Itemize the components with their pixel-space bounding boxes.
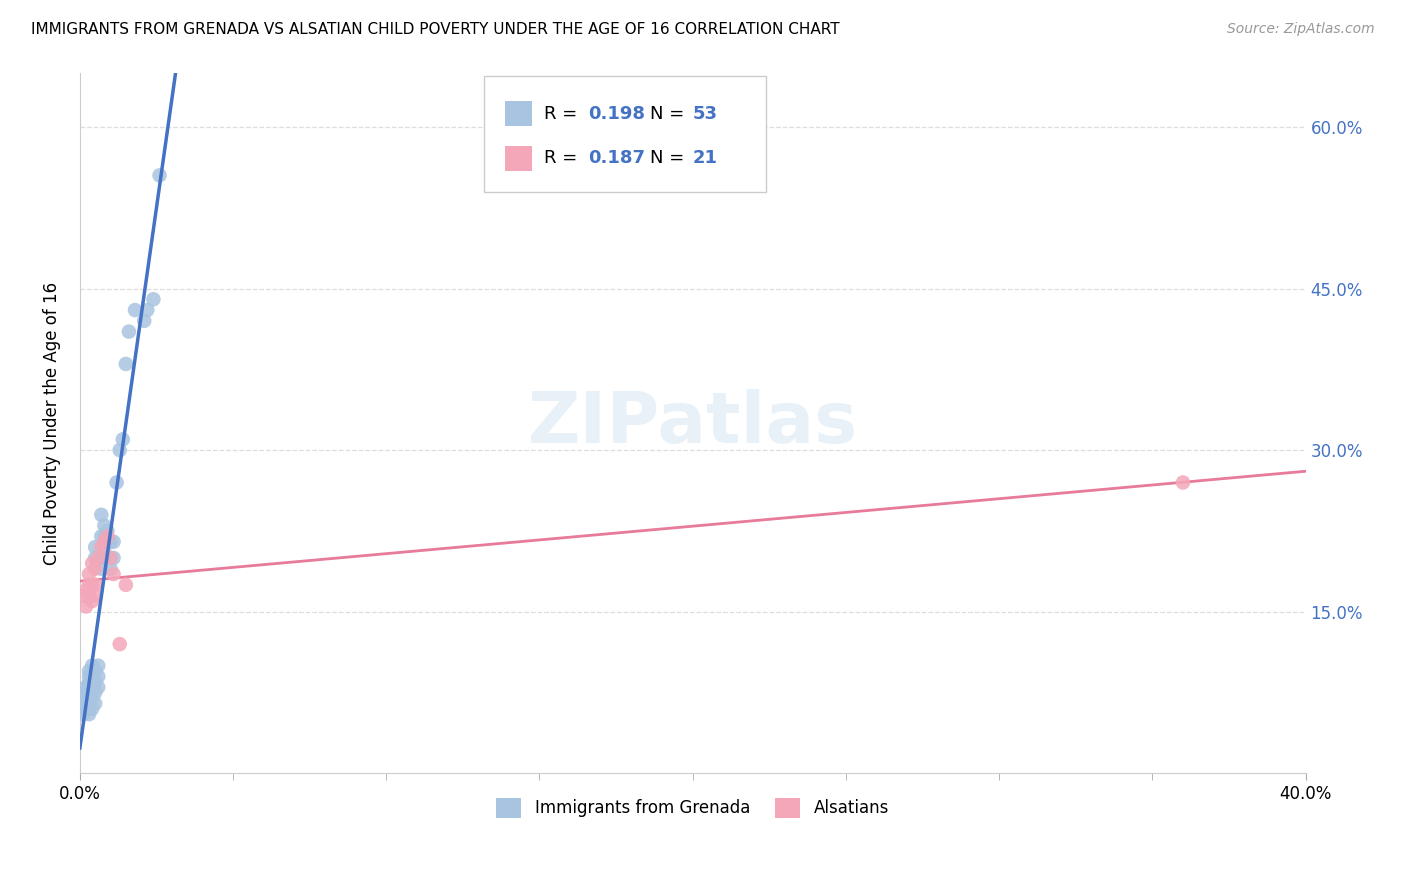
Point [90,540,112,554]
Text: N =: N = [650,150,690,168]
Point [100,534,122,549]
Legend: Immigrants from Grenada, Alsatians: Immigrants from Grenada, Alsatians [489,791,896,824]
Point [84,578,107,592]
Point [82,594,104,608]
Point [142,293,165,307]
Point [77,578,100,592]
Point [114,578,136,592]
Point [77,707,100,722]
Point [93,534,115,549]
Point [75,691,97,706]
Point [72,707,94,722]
Point [72,589,94,603]
Point [90,550,112,565]
Text: ZIPatlas: ZIPatlas [527,389,858,458]
Point [118,325,141,339]
Text: N =: N = [650,104,690,122]
Point [100,562,122,576]
Point [84,685,107,699]
Point [77,589,100,603]
Point [77,664,100,678]
Point [96,524,118,538]
Point [96,529,118,543]
Point [93,550,115,565]
Point [93,540,115,554]
FancyBboxPatch shape [484,77,766,192]
Point [124,303,146,318]
Text: R =: R = [544,150,583,168]
Point [82,680,104,694]
Point [77,674,100,689]
Point [75,702,97,716]
Point [87,658,110,673]
Point [87,669,110,683]
Point [82,669,104,683]
Point [87,550,110,565]
Point [77,680,100,694]
Point [90,529,112,543]
Point [96,534,118,549]
Text: 0.187: 0.187 [589,150,645,168]
Point [87,680,110,694]
Point [84,562,107,576]
Point [75,680,97,694]
Point [82,691,104,706]
Text: 21: 21 [693,150,717,168]
Point [90,562,112,576]
Point [84,589,107,603]
Text: Source: ZipAtlas.com: Source: ZipAtlas.com [1227,22,1375,37]
Point [75,583,97,598]
Point [103,567,125,582]
Point [82,702,104,716]
Point [84,664,107,678]
FancyBboxPatch shape [505,146,531,170]
Point [103,534,125,549]
Point [77,702,100,716]
Point [96,550,118,565]
Point [134,314,156,328]
Text: R =: R = [544,104,583,122]
Point [72,697,94,711]
Text: IMMIGRANTS FROM GRENADA VS ALSATIAN CHILD POVERTY UNDER THE AGE OF 16 CORRELATIO: IMMIGRANTS FROM GRENADA VS ALSATIAN CHIL… [31,22,839,37]
Point [100,550,122,565]
FancyBboxPatch shape [505,102,531,126]
Point [77,669,100,683]
Y-axis label: Child Poverty Under the Age of 16: Child Poverty Under the Age of 16 [44,282,60,565]
Point [84,697,107,711]
Point [75,685,97,699]
Point [108,443,131,458]
Point [100,550,122,565]
Point [111,433,134,447]
Point [84,540,107,554]
Point [148,169,170,183]
Point [103,550,125,565]
Point [90,508,112,522]
Point [75,599,97,614]
Point [82,578,104,592]
Point [1171,475,1194,490]
Point [93,518,115,533]
Point [105,475,128,490]
Point [82,556,104,570]
Text: 53: 53 [693,104,717,122]
Point [77,567,100,582]
Point [84,550,107,565]
Point [93,529,115,543]
Point [108,637,131,651]
Text: 0.198: 0.198 [589,104,645,122]
Point [84,674,107,689]
Point [114,357,136,371]
Point [82,658,104,673]
Point [136,303,159,318]
Point [77,691,100,706]
